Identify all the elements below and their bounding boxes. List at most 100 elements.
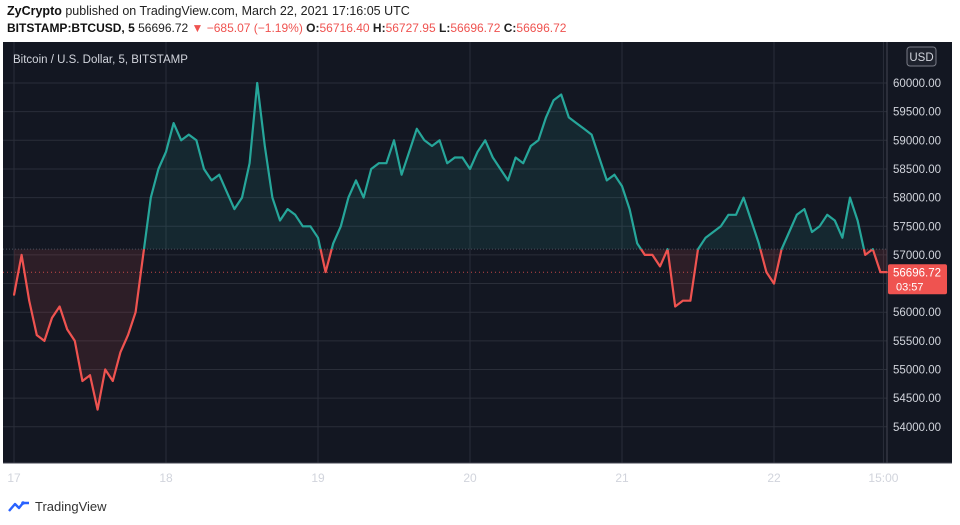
data-point bbox=[461, 156, 464, 159]
data-point bbox=[545, 116, 547, 119]
data-point bbox=[484, 139, 487, 142]
data-point bbox=[195, 139, 198, 142]
data-point bbox=[507, 179, 509, 182]
data-point bbox=[35, 334, 38, 336]
published-text: published on TradingView.com, March 22, … bbox=[65, 4, 410, 18]
data-point bbox=[773, 282, 775, 285]
low-label: L: bbox=[438, 21, 451, 35]
currency-badge[interactable] bbox=[906, 46, 937, 67]
data-point bbox=[476, 150, 479, 153]
data-point bbox=[567, 116, 570, 119]
y-tick-label: 57500.00 bbox=[893, 221, 941, 233]
area-fill-below-baseline bbox=[14, 249, 887, 410]
chart-title: Bitcoin / U.S. Dollar, 5, BITSTAMP bbox=[13, 54, 188, 66]
data-point bbox=[241, 196, 243, 199]
data-point bbox=[864, 254, 867, 256]
data-point bbox=[66, 328, 69, 331]
data-point bbox=[180, 139, 183, 142]
data-point bbox=[20, 254, 23, 256]
data-point bbox=[522, 162, 525, 165]
data-point bbox=[590, 133, 593, 136]
data-point bbox=[697, 248, 699, 251]
data-point bbox=[583, 127, 585, 130]
data-point bbox=[119, 351, 122, 354]
data-point bbox=[499, 168, 502, 170]
tradingview-logo-icon bbox=[8, 500, 29, 512]
data-point bbox=[104, 368, 107, 371]
brand-name: TradingView bbox=[35, 499, 107, 514]
close-value: 56696.72 bbox=[516, 21, 567, 35]
data-point bbox=[385, 162, 388, 165]
data-point bbox=[317, 236, 319, 239]
x-tick-label: 15:00 bbox=[868, 471, 898, 485]
data-point bbox=[165, 150, 167, 153]
currency-label: USD bbox=[909, 52, 933, 64]
data-point bbox=[735, 213, 737, 216]
data-point bbox=[332, 242, 335, 245]
data-point bbox=[294, 213, 297, 216]
data-point bbox=[248, 162, 251, 165]
data-point bbox=[362, 196, 365, 199]
data-point bbox=[719, 225, 722, 228]
data-point bbox=[149, 196, 152, 199]
data-point bbox=[651, 254, 654, 256]
data-point bbox=[347, 196, 350, 199]
data-point bbox=[811, 231, 813, 233]
data-point bbox=[301, 225, 304, 228]
data-point bbox=[58, 305, 61, 308]
tradingview-brand[interactable]: TradingView bbox=[8, 499, 107, 514]
data-point bbox=[89, 374, 91, 377]
low-value: 56696.72 bbox=[450, 21, 501, 35]
data-point bbox=[279, 219, 281, 222]
data-point bbox=[256, 82, 259, 84]
y-tick-label: 54000.00 bbox=[893, 422, 941, 434]
data-point bbox=[218, 173, 221, 176]
data-point bbox=[674, 305, 677, 308]
x-tick-label: 19 bbox=[311, 471, 325, 485]
data-point bbox=[712, 231, 715, 233]
data-point bbox=[560, 93, 563, 96]
y-tick-label: 58500.00 bbox=[893, 164, 941, 176]
price-chart[interactable]: 54000.00 54500.00 55000.00 55500.00 56000.00… bbox=[0, 40, 960, 492]
data-point bbox=[871, 248, 874, 251]
data-point bbox=[849, 196, 851, 199]
data-point bbox=[803, 208, 806, 211]
y-tick-label: 54500.00 bbox=[893, 393, 941, 405]
close-label: C: bbox=[503, 21, 517, 35]
data-point bbox=[203, 168, 205, 170]
data-point bbox=[643, 254, 646, 256]
data-point bbox=[659, 265, 661, 268]
x-tick-label: 18 bbox=[159, 471, 173, 485]
y-tick-label: 55500.00 bbox=[893, 336, 941, 348]
y-tick-label: 59000.00 bbox=[893, 135, 941, 147]
data-point bbox=[370, 168, 373, 170]
data-point bbox=[636, 242, 639, 245]
price-change: ▼ −685.07 (−1.19%) bbox=[191, 21, 303, 35]
data-point bbox=[172, 122, 175, 124]
data-point bbox=[400, 173, 403, 176]
data-point bbox=[788, 231, 791, 233]
data-point bbox=[51, 317, 53, 319]
data-point bbox=[355, 179, 357, 182]
author-name[interactable]: ZyCrypto bbox=[7, 4, 62, 18]
high-label: H: bbox=[372, 21, 386, 35]
data-point bbox=[286, 208, 289, 211]
data-point bbox=[621, 185, 623, 188]
data-point bbox=[339, 225, 342, 228]
data-point bbox=[324, 271, 327, 273]
data-point bbox=[750, 219, 753, 222]
data-point bbox=[742, 196, 745, 199]
data-point bbox=[438, 139, 441, 142]
data-point bbox=[689, 299, 692, 302]
data-point bbox=[757, 242, 760, 245]
data-point bbox=[271, 196, 274, 199]
x-tick-label: 20 bbox=[463, 471, 477, 485]
y-tick-label: 57000.00 bbox=[893, 250, 941, 262]
data-point bbox=[415, 127, 418, 130]
data-point bbox=[529, 145, 532, 147]
data-point bbox=[431, 145, 433, 147]
y-tick-label: 55000.00 bbox=[893, 365, 941, 377]
data-point bbox=[780, 248, 783, 251]
data-point bbox=[263, 145, 266, 147]
data-point bbox=[833, 219, 836, 222]
